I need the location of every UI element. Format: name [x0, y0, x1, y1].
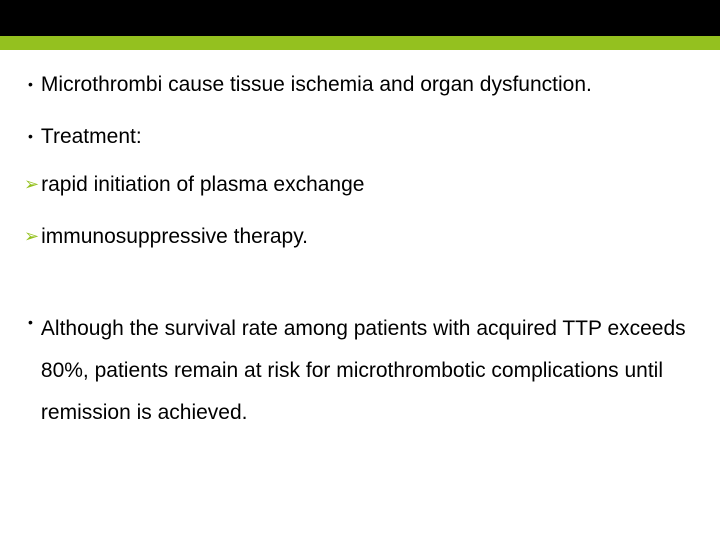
slide-content: • Microthrombi cause tissue ischemia and… [28, 70, 692, 434]
bullet-dot-icon: • [28, 70, 33, 98]
bullet-text: Microthrombi cause tissue ischemia and o… [41, 70, 592, 100]
bullet-dot-icon: • [28, 122, 33, 150]
header-band-top [0, 0, 720, 36]
arrow-item: ➢ rapid initiation of plasma exchange [24, 170, 692, 200]
paragraph-text: Although the survival rate among patient… [41, 308, 692, 434]
bullet-text: Treatment: [41, 122, 142, 152]
bullet-item: • Microthrombi cause tissue ischemia and… [28, 70, 692, 100]
arrow-text: rapid initiation of plasma exchange [41, 170, 364, 200]
bullet-item: • Treatment: [28, 122, 692, 152]
arrow-icon: ➢ [24, 222, 39, 250]
arrow-icon: ➢ [24, 170, 39, 198]
bullet-dot-icon: • [28, 308, 33, 336]
header-band [0, 0, 720, 50]
header-band-bottom [0, 36, 720, 50]
arrow-text: immunosuppressive therapy. [41, 222, 308, 252]
arrow-item: ➢ immunosuppressive therapy. [24, 222, 692, 252]
paragraph-item: • Although the survival rate among patie… [28, 308, 692, 434]
